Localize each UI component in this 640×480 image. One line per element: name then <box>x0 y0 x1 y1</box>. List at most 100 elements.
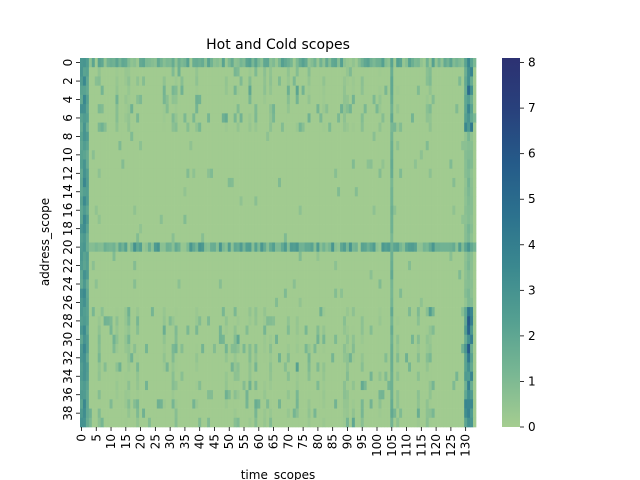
heatmap-cell <box>189 399 193 409</box>
heatmap-cell <box>230 196 235 206</box>
heatmap-cell <box>192 353 196 363</box>
heatmap-cell <box>254 131 258 142</box>
heatmap-cell <box>180 307 184 317</box>
heatmap-cell <box>467 325 471 336</box>
heatmap-cell <box>153 371 158 382</box>
heatmap-cell <box>260 233 264 243</box>
heatmap-cell <box>396 242 400 253</box>
heatmap-cell <box>204 297 208 308</box>
heatmap-cell <box>416 270 421 280</box>
heatmap-cell <box>236 113 240 123</box>
heatmap-cell <box>292 325 297 336</box>
heatmap-cell <box>221 279 226 289</box>
heatmap-cell <box>446 131 450 142</box>
heatmap-cell <box>295 362 300 372</box>
heatmap-cell <box>292 113 297 123</box>
heatmap-cell <box>159 270 164 280</box>
heatmap-cell <box>325 390 329 400</box>
heatmap-cell <box>272 214 276 225</box>
heatmap-cell <box>316 334 320 345</box>
heatmap-cell <box>378 233 382 243</box>
heatmap-cell <box>307 270 311 280</box>
heatmap-cell <box>266 67 270 77</box>
heatmap-cell <box>212 187 217 197</box>
heatmap-cell <box>340 371 344 382</box>
heatmap-cell <box>159 325 164 336</box>
heatmap-cell <box>422 159 427 170</box>
heatmap-cell <box>207 113 211 123</box>
heatmap-cell <box>165 196 170 206</box>
heatmap-cell <box>260 343 264 354</box>
heatmap-cell <box>425 242 430 253</box>
heatmap-cell <box>461 279 465 289</box>
heatmap-cell <box>443 67 447 77</box>
heatmap-cell <box>153 177 158 188</box>
heatmap-cell <box>340 362 344 372</box>
heatmap-cell <box>307 343 311 354</box>
heatmap-cell <box>390 270 394 280</box>
heatmap-cell <box>130 85 134 96</box>
heatmap-cell <box>147 353 152 363</box>
heatmap-cell <box>254 168 258 179</box>
heatmap-cell <box>145 353 149 363</box>
heatmap-cell <box>372 371 376 382</box>
heatmap-cell <box>337 279 341 289</box>
heatmap-cell <box>183 94 187 105</box>
heatmap-cell <box>204 94 208 105</box>
heatmap-cell <box>204 177 208 188</box>
heatmap-cell <box>280 371 285 382</box>
heatmap-cell <box>218 233 223 243</box>
heatmap-cell <box>130 187 134 197</box>
heatmap-cell <box>195 334 199 345</box>
heatmap-cell <box>275 196 279 206</box>
heatmap-cell <box>153 288 158 299</box>
heatmap-cell <box>292 85 297 96</box>
heatmap-cell <box>363 353 368 363</box>
heatmap-cell <box>278 76 282 87</box>
heatmap-cell <box>292 297 297 308</box>
heatmap-cell <box>363 141 368 151</box>
heatmap-cell <box>257 104 261 114</box>
heatmap-cell <box>375 159 379 170</box>
heatmap-cell <box>422 168 427 179</box>
heatmap-cell <box>410 233 415 243</box>
heatmap-cell <box>103 399 107 409</box>
heatmap-cell <box>357 233 362 243</box>
heatmap-cell <box>254 307 258 317</box>
heatmap-cell <box>328 260 332 271</box>
heatmap-cell <box>275 325 279 336</box>
heatmap-cell <box>121 334 125 345</box>
heatmap-cell <box>390 104 394 114</box>
heatmap-cell <box>334 242 338 253</box>
heatmap-cell <box>298 371 302 382</box>
heatmap-cell <box>263 104 267 114</box>
heatmap-cell <box>245 224 249 234</box>
heatmap-cell <box>275 131 279 142</box>
heatmap-cell <box>186 177 190 188</box>
heatmap-cell <box>207 233 211 243</box>
heatmap-cell <box>322 122 326 133</box>
heatmap-cell <box>348 297 353 308</box>
heatmap-cell <box>136 122 140 133</box>
heatmap-cell <box>340 251 344 262</box>
heatmap-cell <box>334 168 338 179</box>
heatmap-cell <box>177 307 181 317</box>
heatmap-cell <box>416 141 421 151</box>
heatmap-cell <box>431 214 435 225</box>
heatmap-cell <box>248 233 252 243</box>
heatmap-cell <box>145 196 149 206</box>
heatmap-cell <box>248 214 252 225</box>
heatmap-cell <box>227 297 232 308</box>
heatmap-cell <box>269 122 273 133</box>
heatmap-cell <box>452 251 456 262</box>
heatmap-cell <box>390 307 394 317</box>
heatmap-cell <box>422 288 427 299</box>
heatmap-cell <box>171 399 175 409</box>
heatmap-cell <box>82 58 87 68</box>
heatmap-cell <box>121 270 125 280</box>
heatmap-cell <box>340 297 344 308</box>
heatmap-cell <box>180 122 184 133</box>
heatmap-cell <box>106 131 110 142</box>
heatmap-cell <box>443 353 447 363</box>
heatmap-cell <box>405 251 409 262</box>
